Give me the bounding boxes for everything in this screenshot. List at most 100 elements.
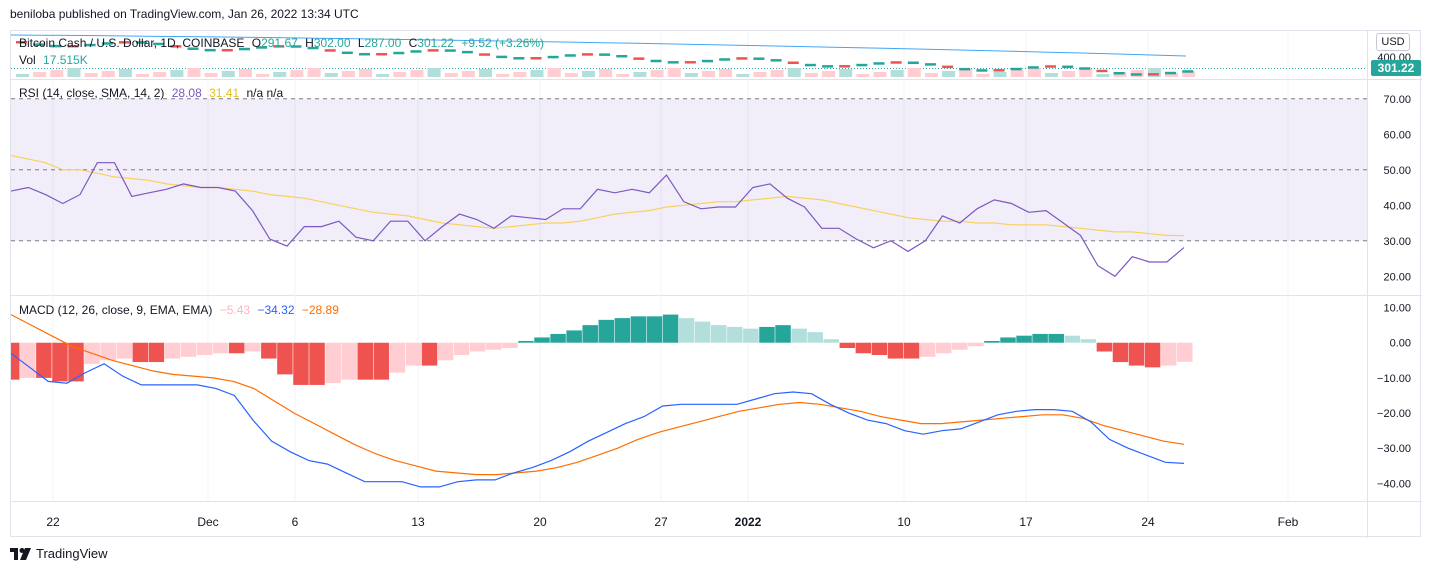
volume-bar: [427, 68, 441, 77]
macd-histogram-bar: [341, 342, 357, 380]
volume-legend: Vol 17.515K: [19, 53, 92, 67]
price-candle: [153, 42, 165, 46]
volume-bar: [1165, 73, 1179, 77]
price-candle: [684, 61, 696, 64]
rsi-tick-label: 70.00: [1383, 94, 1411, 106]
macd-histogram-bar: [502, 342, 518, 348]
price-candle: [907, 61, 919, 65]
macd-histogram-bar: [678, 318, 695, 343]
low-value: 287.00: [364, 36, 402, 50]
tradingview-logo-icon: [10, 547, 31, 560]
chart-frame[interactable]: 400.00 301.22 20.00 30.00 40.00 50.00 60.00 70.…: [10, 30, 1422, 538]
volume-bar: [770, 70, 784, 77]
volume-bar: [461, 71, 475, 77]
volume-bar: [530, 70, 544, 77]
price-candle: [822, 65, 834, 68]
macd-histogram-bar: [550, 333, 566, 343]
macd-histogram-bar: [775, 325, 791, 343]
price-candle: [736, 57, 748, 60]
macd-histogram-bar: [646, 316, 663, 343]
macd-histogram-bar: [1064, 335, 1081, 343]
macd-histogram-bar: [1080, 339, 1097, 343]
volume-bar: [1079, 69, 1093, 77]
macd-histogram-bar: [1144, 342, 1161, 368]
volume-bar: [822, 71, 836, 77]
price-candle: [1096, 69, 1108, 73]
price-candle: [359, 52, 370, 56]
price-candle: [839, 65, 851, 68]
price-candle: [976, 69, 988, 72]
price-candle: [290, 45, 302, 48]
price-candle: [393, 51, 405, 55]
price-candle: [633, 57, 645, 60]
macd-histogram-bar: [839, 342, 856, 348]
volume-bar: [1113, 72, 1127, 77]
price-candle: [942, 65, 954, 69]
volume-bar: [136, 74, 150, 77]
rsi-label: RSI (14, close, SMA, 14, 2): [19, 86, 165, 100]
price-legend: Bitcoin Cash / U.S. Dollar, 1D, COINBASE…: [19, 36, 548, 50]
price-candle: [461, 50, 473, 54]
moving-average-line: [11, 34, 1187, 57]
macd-histogram-bar: [984, 340, 1000, 343]
volume-bar: [118, 69, 132, 77]
macd-histogram-bar: [1177, 342, 1193, 362]
price-candle: [273, 45, 285, 48]
price-candle: [804, 63, 816, 67]
macd-tick-label: −40.00: [1377, 478, 1411, 490]
macd-histogram-bar: [1000, 337, 1016, 343]
macd-histogram-bar: [518, 340, 534, 343]
macd-histogram-bar: [791, 328, 807, 343]
macd-histogram-bar: [566, 330, 582, 343]
price-candle: [187, 47, 199, 50]
macd-histogram-bar: [212, 342, 229, 354]
chart-canvas[interactable]: 400.00301.2220.0030.0040.0050.0060.0070.…: [11, 31, 1422, 538]
price-candle: [873, 62, 885, 65]
price-candle: [410, 50, 422, 53]
tradingview-footer[interactable]: TradingView: [10, 546, 108, 561]
price-candle: [204, 48, 216, 52]
price-candle: [890, 61, 902, 64]
high-value: 302.00: [313, 36, 351, 50]
low-label: L: [357, 36, 365, 50]
macd-histogram-bar: [293, 342, 309, 385]
price-candle: [856, 63, 868, 67]
price-candle: [444, 49, 456, 52]
volume-bar: [290, 70, 304, 77]
macd-histogram-bar: [116, 342, 132, 359]
volume-bar: [1045, 73, 1058, 77]
price-candle: [1079, 67, 1091, 70]
time-axis-label: Feb: [1278, 515, 1299, 529]
time-axis-label: 10: [897, 515, 911, 529]
price-candle: [787, 61, 799, 65]
volume-bar: [684, 73, 698, 77]
macd-histogram-bar: [148, 342, 165, 363]
currency-button[interactable]: USD: [1376, 33, 1410, 51]
macd-tick-label: −20.00: [1377, 408, 1411, 420]
volume-bar: [873, 72, 887, 77]
volume-bar: [633, 72, 647, 77]
macd-histogram-bar: [100, 342, 116, 361]
volume-bar: [50, 70, 64, 77]
rsi-tick-label: 20.00: [1383, 271, 1411, 283]
volume-bar: [839, 69, 853, 77]
macd-line: [11, 352, 1185, 488]
price-candle: [1165, 71, 1177, 75]
volume-bar: [1027, 68, 1041, 77]
price-candle: [959, 67, 971, 71]
macd-histogram-bar: [309, 342, 325, 385]
volume-label: Vol: [19, 53, 36, 67]
macd-histogram-bar: [662, 314, 679, 343]
rsi-sma-value: 31.41: [209, 86, 240, 100]
macd-histogram-bar: [759, 326, 775, 343]
macd-histogram-bar: [1160, 342, 1177, 366]
macd-label: MACD (12, 26, close, 9, EMA, EMA): [19, 303, 213, 317]
price-candle: [376, 52, 388, 56]
macd-histogram-bar: [582, 325, 598, 343]
price-candle: [496, 55, 508, 59]
volume-bar: [976, 74, 990, 77]
volume-bar: [547, 68, 561, 77]
macd-histogram-bar: [1112, 342, 1129, 363]
macd-histogram-bar: [405, 342, 422, 366]
macd-histogram-bar: [180, 342, 197, 357]
